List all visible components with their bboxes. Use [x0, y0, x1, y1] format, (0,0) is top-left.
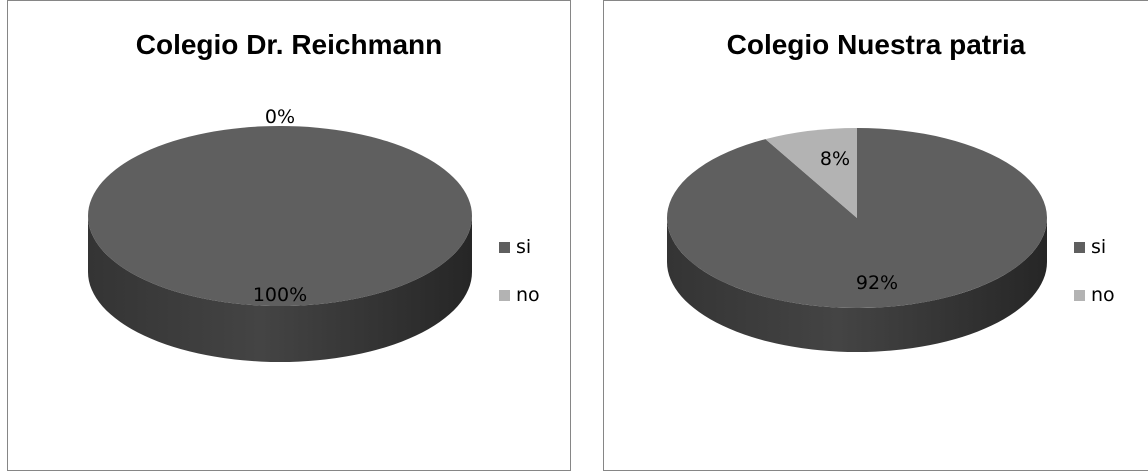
- legend-item-no: no: [1074, 285, 1115, 305]
- chart-title: Colegio Nuestra patria: [726, 29, 1026, 60]
- pie-slice-si: [88, 126, 472, 306]
- pie-chart: 100% 0%: [88, 106, 472, 362]
- data-label-no: 0%: [265, 106, 295, 128]
- pie-side-si: [667, 218, 1047, 352]
- legend-swatch: [1074, 241, 1085, 253]
- legend: si no: [1074, 237, 1115, 333]
- legend-swatch: [499, 289, 510, 301]
- legend-item-no: no: [499, 285, 540, 305]
- legend-label: si: [516, 236, 532, 258]
- legend-label: no: [516, 284, 540, 306]
- legend-item-si: si: [1074, 237, 1115, 257]
- chart-title: Colegio Dr. Reichmann: [135, 29, 443, 60]
- legend-label: no: [1091, 284, 1115, 306]
- legend-item-si: si: [499, 237, 540, 257]
- data-label-no: 8%: [820, 148, 850, 170]
- pie-slice-no: [765, 128, 857, 218]
- legend-label: si: [1091, 236, 1107, 258]
- pie-chart: 92% 8%: [667, 128, 1047, 352]
- chart-reichmann: Colegio Dr. Reichmann 100% 0% si no: [7, 0, 571, 471]
- legend-swatch: [499, 241, 510, 253]
- chart-nuestra-patria: Colegio Nuestra patria 92% 8% si no: [603, 0, 1148, 471]
- data-label-si: 92%: [856, 272, 898, 294]
- pie-side-si: [88, 216, 472, 362]
- legend-swatch: [1074, 289, 1085, 301]
- data-label-si: 100%: [253, 284, 307, 306]
- legend: si no: [499, 237, 540, 333]
